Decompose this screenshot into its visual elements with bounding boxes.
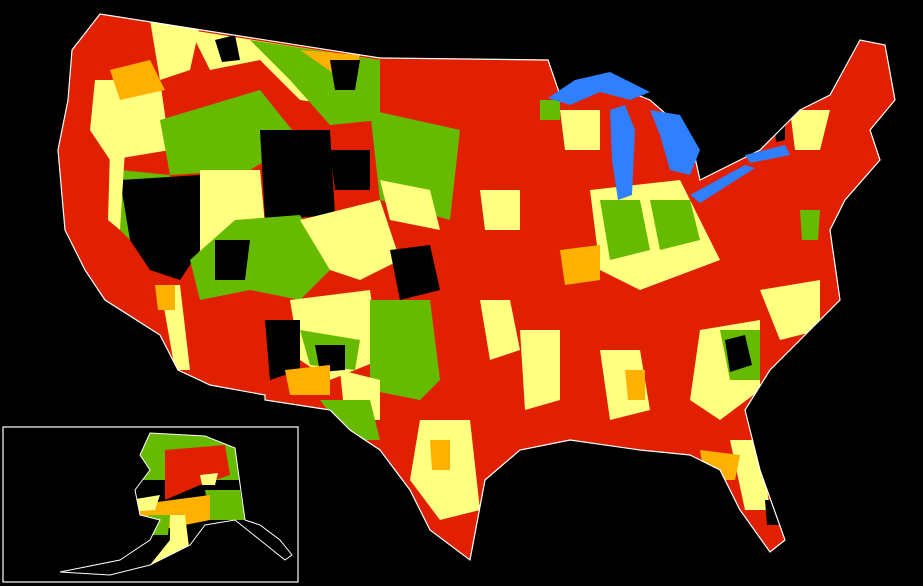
county-patch-black: [725, 335, 752, 372]
lake-michigan: [610, 105, 635, 200]
county-patch-yellow: [560, 110, 600, 150]
borough-patch-yellow: [200, 473, 218, 485]
county-patch-black: [215, 35, 240, 62]
county-patch-yellow: [480, 300, 520, 360]
county-patch-black: [120, 175, 200, 280]
county-patch-yellow: [90, 80, 170, 160]
county-patch-yellow: [300, 200, 400, 280]
county-patch-orange: [155, 285, 175, 310]
borough-patch-red: [165, 445, 230, 500]
county-patch-yellow: [480, 190, 520, 230]
county-patch-black: [265, 320, 300, 380]
county-patch-orange: [625, 370, 645, 400]
county-patch-yellow: [150, 20, 200, 80]
county-patch-black: [390, 245, 440, 300]
county-patch-orange: [430, 440, 450, 470]
county-patch-orange: [285, 365, 330, 395]
alaska-outline: [59, 432, 293, 576]
county-patch-black: [215, 240, 250, 280]
county-patch-black: [260, 130, 335, 220]
county-patch-yellow: [380, 180, 440, 230]
alaska-inset: [130, 433, 245, 565]
county-patch-orange: [700, 450, 740, 480]
lake-erie: [690, 165, 755, 203]
county-patch-yellow: [760, 280, 820, 340]
county-patch-yellow: [600, 350, 650, 420]
county-patch-green: [800, 210, 820, 240]
contiguous-us-outline: [57, 13, 896, 562]
lake-huron: [650, 110, 700, 175]
alaska-inset-frame: [2, 426, 299, 583]
county-patch-yellow: [108, 150, 125, 230]
county-patch-black: [315, 345, 345, 372]
county-patch-yellow: [790, 110, 830, 150]
county-patch-yellow: [520, 330, 560, 410]
lake-superior: [548, 72, 650, 105]
borough-patch-green: [205, 490, 245, 520]
county-patch-orange: [560, 245, 600, 285]
great-lakes: [548, 72, 790, 203]
county-patch-black: [330, 150, 370, 190]
lake-ontario: [745, 145, 790, 163]
county-patch-green: [600, 200, 650, 260]
county-patch-green: [650, 200, 700, 250]
county-patch-black: [330, 60, 360, 90]
borough-patch-yellow: [150, 515, 190, 565]
county-patch-green: [540, 100, 560, 120]
county-patch-green: [370, 300, 440, 400]
county-patch-orange: [110, 60, 165, 100]
county-patch-green: [320, 400, 380, 440]
